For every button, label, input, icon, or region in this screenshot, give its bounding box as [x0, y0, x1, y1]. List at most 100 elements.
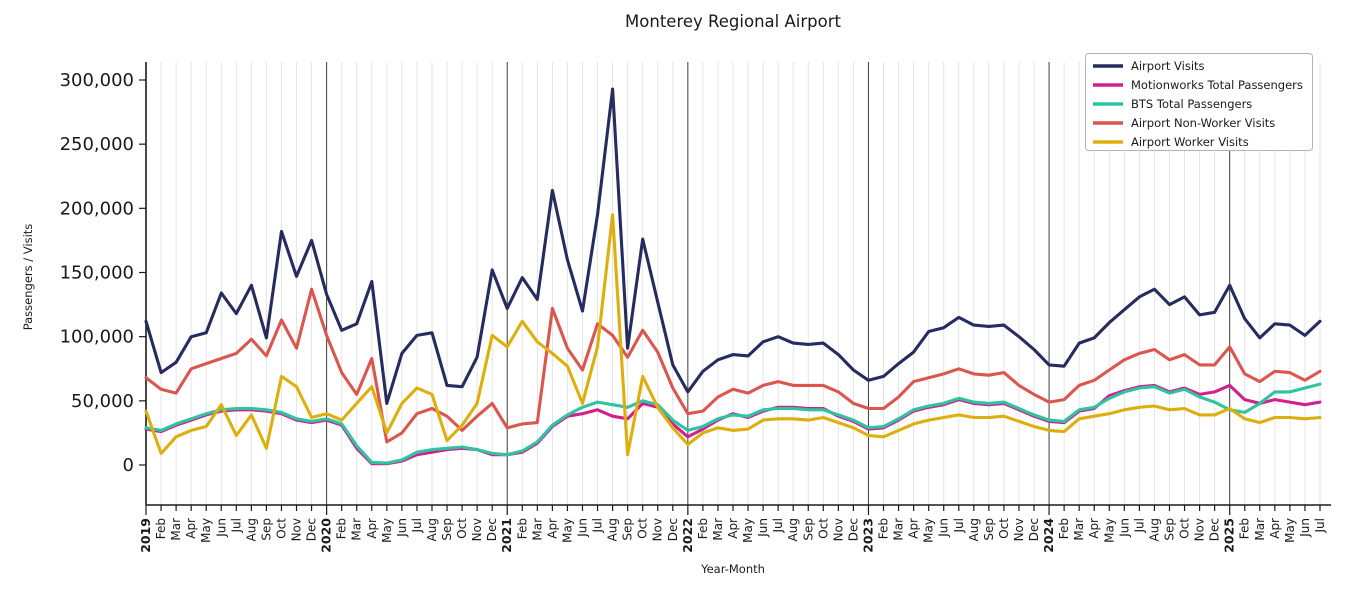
x-tick-label: Nov	[290, 518, 304, 541]
x-tick-label: Apr	[1268, 518, 1282, 539]
x-tick-label: Jul	[1132, 518, 1146, 533]
x-tick-label: 2025	[1222, 518, 1237, 553]
x-tick-label: Jul	[591, 518, 605, 533]
x-tick-label: Mar	[169, 518, 183, 541]
legend-entry-label: BTS Total Passengers	[1131, 97, 1252, 111]
x-tick-label: May	[380, 518, 394, 543]
x-tick-label: Sep	[801, 518, 815, 541]
x-tick-label: Dec	[666, 518, 680, 541]
x-tick-label: Mar	[711, 518, 725, 541]
x-tick-label: Dec	[1208, 518, 1222, 541]
x-tick-label: Aug	[1147, 518, 1161, 541]
x-tick-label: Mar	[892, 518, 906, 541]
x-tick-label: 2021	[499, 518, 514, 553]
x-tick-label: Apr	[545, 518, 559, 539]
x-tick-label: Oct	[274, 518, 288, 539]
x-tick-label: May	[741, 518, 755, 543]
legend-entry-label: Motionworks Total Passengers	[1131, 78, 1303, 92]
x-tick-label: Oct	[997, 518, 1011, 539]
x-tick-label: Apr	[184, 518, 198, 539]
legend: Airport Visits Motionworks Total Passenge…	[1085, 53, 1313, 151]
tick-label-layer: 0 50,000 100,000 150,000 200,000 250,000 300,0…	[60, 70, 1327, 553]
y-tick-label: 0	[123, 455, 134, 476]
x-tick-label: Jul	[1313, 518, 1327, 533]
x-tick-label: Feb	[1238, 518, 1252, 539]
x-tick-label: Feb	[877, 518, 891, 539]
x-tick-label: Jun	[214, 518, 228, 538]
x-tick-label: Mar	[1253, 518, 1267, 541]
x-tick-label: Jun	[1117, 518, 1131, 538]
series-line-airport-worker-visits	[144, 213, 1322, 457]
x-tick-label: Jun	[575, 518, 589, 538]
x-tick-label: Dec	[485, 518, 499, 541]
x-tick-label: Nov	[651, 518, 665, 541]
x-tick-label: Oct	[816, 518, 830, 539]
x-tick-label: Sep	[259, 518, 273, 541]
series-line-airport-non-worker-visits	[144, 287, 1322, 444]
y-tick-label: 250,000	[60, 134, 134, 155]
x-tick-label: Aug	[425, 518, 439, 541]
x-tick-label: Dec	[1027, 518, 1041, 541]
x-tick-label: Nov	[470, 518, 484, 541]
x-tick-label: Sep	[1162, 518, 1176, 541]
x-tick-label: Dec	[846, 518, 860, 541]
x-tick-label: 2019	[138, 518, 153, 553]
x-tick-label: Mar	[350, 518, 364, 541]
y-tick-label: 50,000	[71, 391, 134, 412]
x-tick-label: Jun	[756, 518, 770, 538]
x-tick-label: Jun	[395, 518, 409, 538]
x-tick-label: Oct	[1178, 518, 1192, 539]
x-tick-label: Mar	[530, 518, 544, 541]
x-tick-label: May	[1283, 518, 1297, 543]
x-tick-label: Apr	[907, 518, 921, 539]
x-tick-label: May	[199, 518, 213, 543]
x-tick-label: Apr	[1087, 518, 1101, 539]
y-tick-label: 150,000	[60, 263, 134, 284]
y-tick-label: 300,000	[60, 70, 134, 91]
x-tick-label: 2023	[860, 518, 875, 553]
x-tick-label: Apr	[726, 518, 740, 539]
x-tick-label: Jul	[952, 518, 966, 533]
series-line-airport-visits	[144, 87, 1322, 405]
x-tick-label: Feb	[696, 518, 710, 539]
x-tick-label: 2022	[680, 518, 695, 553]
x-tick-label: Feb	[1057, 518, 1071, 539]
x-tick-label: Jun	[1298, 518, 1312, 538]
x-tick-label: Jul	[410, 518, 424, 533]
series-line-bts-total-passengers	[144, 382, 1322, 465]
x-axis-label: Year-Month	[700, 562, 765, 576]
x-tick-label: Oct	[455, 518, 469, 539]
x-tick-label: Aug	[244, 518, 258, 541]
x-tick-label: Oct	[636, 518, 650, 539]
x-tick-label: Nov	[1012, 518, 1026, 541]
x-tick-label: Feb	[515, 518, 529, 539]
x-tick-label: Dec	[305, 518, 319, 541]
legend-entry-label: Airport Worker Visits	[1131, 135, 1249, 149]
x-tick-label: Sep	[440, 518, 454, 541]
legend-box	[1085, 53, 1313, 151]
x-tick-label: Aug	[786, 518, 800, 541]
axes-layer	[139, 62, 1331, 515]
x-tick-label: Mar	[1072, 518, 1086, 541]
legend-entry-label: Airport Non-Worker Visits	[1131, 116, 1275, 130]
x-tick-label: Jul	[229, 518, 243, 533]
x-tick-label: May	[1102, 518, 1116, 543]
legend-entry-label: Airport Visits	[1131, 59, 1205, 73]
x-tick-label: 2024	[1041, 518, 1056, 553]
y-axis-label: Passengers / Visits	[21, 224, 35, 331]
x-tick-label: Nov	[1193, 518, 1207, 541]
x-tick-label: Feb	[335, 518, 349, 539]
y-tick-label: 200,000	[60, 198, 134, 219]
x-tick-label: Nov	[831, 518, 845, 541]
x-tick-label: Apr	[365, 518, 379, 539]
x-tick-label: May	[922, 518, 936, 543]
x-tick-label: Sep	[621, 518, 635, 541]
x-tick-label: Feb	[154, 518, 168, 539]
x-tick-label: Sep	[982, 518, 996, 541]
x-tick-label: Aug	[967, 518, 981, 541]
x-tick-label: May	[560, 518, 574, 543]
x-tick-label: Aug	[606, 518, 620, 541]
x-tick-label: Jul	[771, 518, 785, 533]
